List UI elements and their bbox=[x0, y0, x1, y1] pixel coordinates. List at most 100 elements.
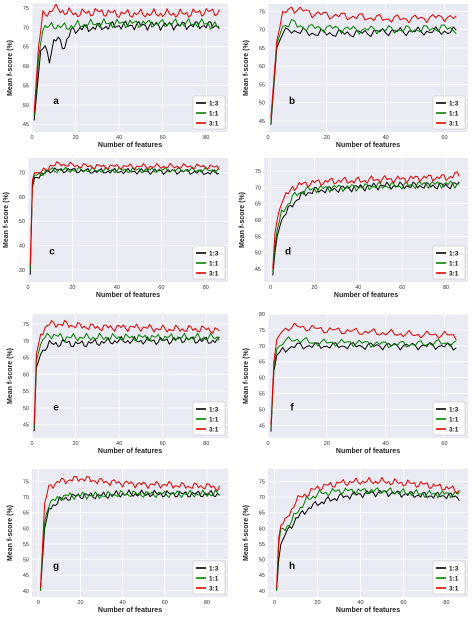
y-tick-label: 75 bbox=[23, 6, 29, 12]
y-tick-label: 50 bbox=[23, 103, 29, 109]
series-line-1-1 bbox=[33, 332, 220, 428]
x-tick-label: 0 bbox=[266, 135, 269, 141]
panel-label: b bbox=[289, 96, 295, 107]
y-tick-label: 40 bbox=[19, 244, 25, 250]
legend: 1:3 1:1 3:1 bbox=[432, 245, 466, 280]
chart-panel-h: 40 45 50 55 60 65 70 75 0 20 40 60 80 Number of featu… bbox=[243, 469, 468, 614]
y-tick-label: 55 bbox=[259, 542, 265, 548]
legend-label: 1:1 bbox=[209, 575, 219, 582]
y-tick-label: 70 bbox=[259, 495, 265, 501]
legend-label: 1:1 bbox=[449, 110, 459, 117]
legend-box bbox=[432, 245, 466, 280]
y-tick-label: 40 bbox=[259, 589, 265, 595]
legend: 1:3 1:1 3:1 bbox=[432, 401, 466, 436]
y-axis-label: Mean f-score (%) bbox=[243, 40, 250, 96]
series-line-3-1 bbox=[276, 476, 460, 588]
legend: 1:3 1:1 3:1 bbox=[192, 95, 226, 130]
y-axis-label: Mean f-score (%) bbox=[239, 192, 246, 248]
x-tick-label: 20 bbox=[311, 285, 317, 291]
x-tick-label: 20 bbox=[324, 135, 330, 141]
y-tick-label: 55 bbox=[255, 234, 261, 240]
legend-label: 3:1 bbox=[449, 585, 459, 592]
series-line-3-1 bbox=[33, 319, 220, 425]
panel-label: c bbox=[49, 247, 55, 258]
legend-label: 1:1 bbox=[449, 575, 459, 582]
y-tick-label: 50 bbox=[259, 101, 265, 107]
legend-box bbox=[192, 560, 226, 595]
x-axis-label: Number of features bbox=[336, 142, 400, 149]
x-tick-label: 80 bbox=[443, 600, 449, 606]
y-tick-label: 55 bbox=[23, 389, 29, 395]
panel-label: e bbox=[53, 403, 59, 414]
legend-label: 3:1 bbox=[449, 120, 459, 127]
legend-box bbox=[192, 95, 226, 130]
chart-panel-b: 45 50 55 60 65 70 75 0 20 40 60 Number of features M… bbox=[243, 4, 468, 149]
legend: 1:3 1:1 3:1 bbox=[192, 560, 226, 595]
series-line-1-1 bbox=[270, 19, 457, 122]
legend-label: 3:1 bbox=[209, 585, 219, 592]
x-tick-label: 40 bbox=[120, 600, 126, 606]
series-line-1-1 bbox=[33, 18, 220, 117]
y-tick-label: 50 bbox=[19, 219, 25, 225]
y-tick-label: 65 bbox=[23, 45, 29, 51]
y-tick-label: 45 bbox=[259, 119, 265, 125]
legend-label: 3:1 bbox=[209, 270, 219, 277]
series-line-1-1 bbox=[272, 180, 460, 273]
legend-label: 3:1 bbox=[449, 270, 459, 277]
panel-label: f bbox=[290, 403, 294, 414]
legend: 1:3 1:1 3:1 bbox=[432, 560, 466, 595]
y-tick-label: 45 bbox=[259, 423, 265, 429]
series-line-1-1 bbox=[39, 489, 220, 591]
legend-label: 1:3 bbox=[209, 250, 219, 257]
chart-panel-a: 45 50 55 60 65 70 75 0 20 40 60 80 Number of feature… bbox=[7, 4, 228, 149]
chart-panel-e: 45 50 55 60 65 70 75 0 20 40 60 80 Number of feature… bbox=[7, 314, 228, 455]
y-tick-label: 45 bbox=[23, 122, 29, 128]
x-tick-label: 60 bbox=[441, 135, 447, 141]
legend-label: 1:3 bbox=[449, 406, 459, 413]
x-tick-label: 0 bbox=[30, 135, 33, 141]
y-tick-label: 70 bbox=[19, 171, 25, 177]
y-tick-label: 50 bbox=[255, 251, 261, 257]
y-tick-label: 50 bbox=[259, 407, 265, 413]
x-axis-label: Number of features bbox=[96, 292, 160, 299]
y-tick-label: 60 bbox=[23, 372, 29, 378]
legend-label: 3:1 bbox=[209, 426, 219, 433]
y-tick-label: 30 bbox=[19, 268, 25, 274]
y-axis-label: Mean f-score (%) bbox=[243, 348, 250, 404]
legend-label: 1:3 bbox=[449, 100, 459, 107]
x-tick-label: 60 bbox=[160, 135, 166, 141]
legend-label: 1:3 bbox=[449, 565, 459, 572]
y-tick-label: 70 bbox=[259, 344, 265, 350]
y-tick-label: 70 bbox=[23, 339, 29, 345]
y-tick-label: 60 bbox=[259, 376, 265, 382]
legend-box bbox=[192, 245, 226, 280]
y-tick-label: 70 bbox=[23, 495, 29, 501]
x-tick-label: 80 bbox=[203, 285, 209, 291]
x-tick-label: 80 bbox=[204, 600, 210, 606]
x-axis-label: Number of features bbox=[336, 448, 400, 455]
series-line-3-1 bbox=[270, 6, 457, 118]
y-tick-label: 75 bbox=[259, 328, 265, 334]
x-tick-label: 0 bbox=[266, 441, 269, 447]
legend-box bbox=[192, 401, 226, 436]
y-tick-label: 60 bbox=[23, 526, 29, 532]
x-tick-label: 40 bbox=[114, 285, 120, 291]
series-line-1-3 bbox=[276, 489, 460, 591]
panel-label: d bbox=[285, 247, 291, 258]
legend-box bbox=[432, 95, 466, 130]
legend: 1:3 1:1 3:1 bbox=[432, 95, 466, 130]
legend-label: 1:1 bbox=[209, 416, 219, 423]
y-tick-label: 60 bbox=[259, 64, 265, 70]
y-tick-label: 55 bbox=[259, 82, 265, 88]
y-tick-label: 50 bbox=[259, 558, 265, 564]
y-tick-label: 45 bbox=[255, 267, 261, 273]
series-line-3-1 bbox=[39, 475, 221, 588]
x-tick-label: 60 bbox=[441, 441, 447, 447]
y-tick-label: 50 bbox=[23, 406, 29, 412]
legend-label: 1:1 bbox=[449, 260, 459, 267]
x-tick-label: 80 bbox=[203, 135, 209, 141]
chart-panel-c: 30 40 50 60 70 0 20 40 60 80 Number of features Mea… bbox=[3, 158, 228, 299]
series-line-3-1 bbox=[33, 4, 220, 113]
x-tick-label: 0 bbox=[26, 285, 29, 291]
